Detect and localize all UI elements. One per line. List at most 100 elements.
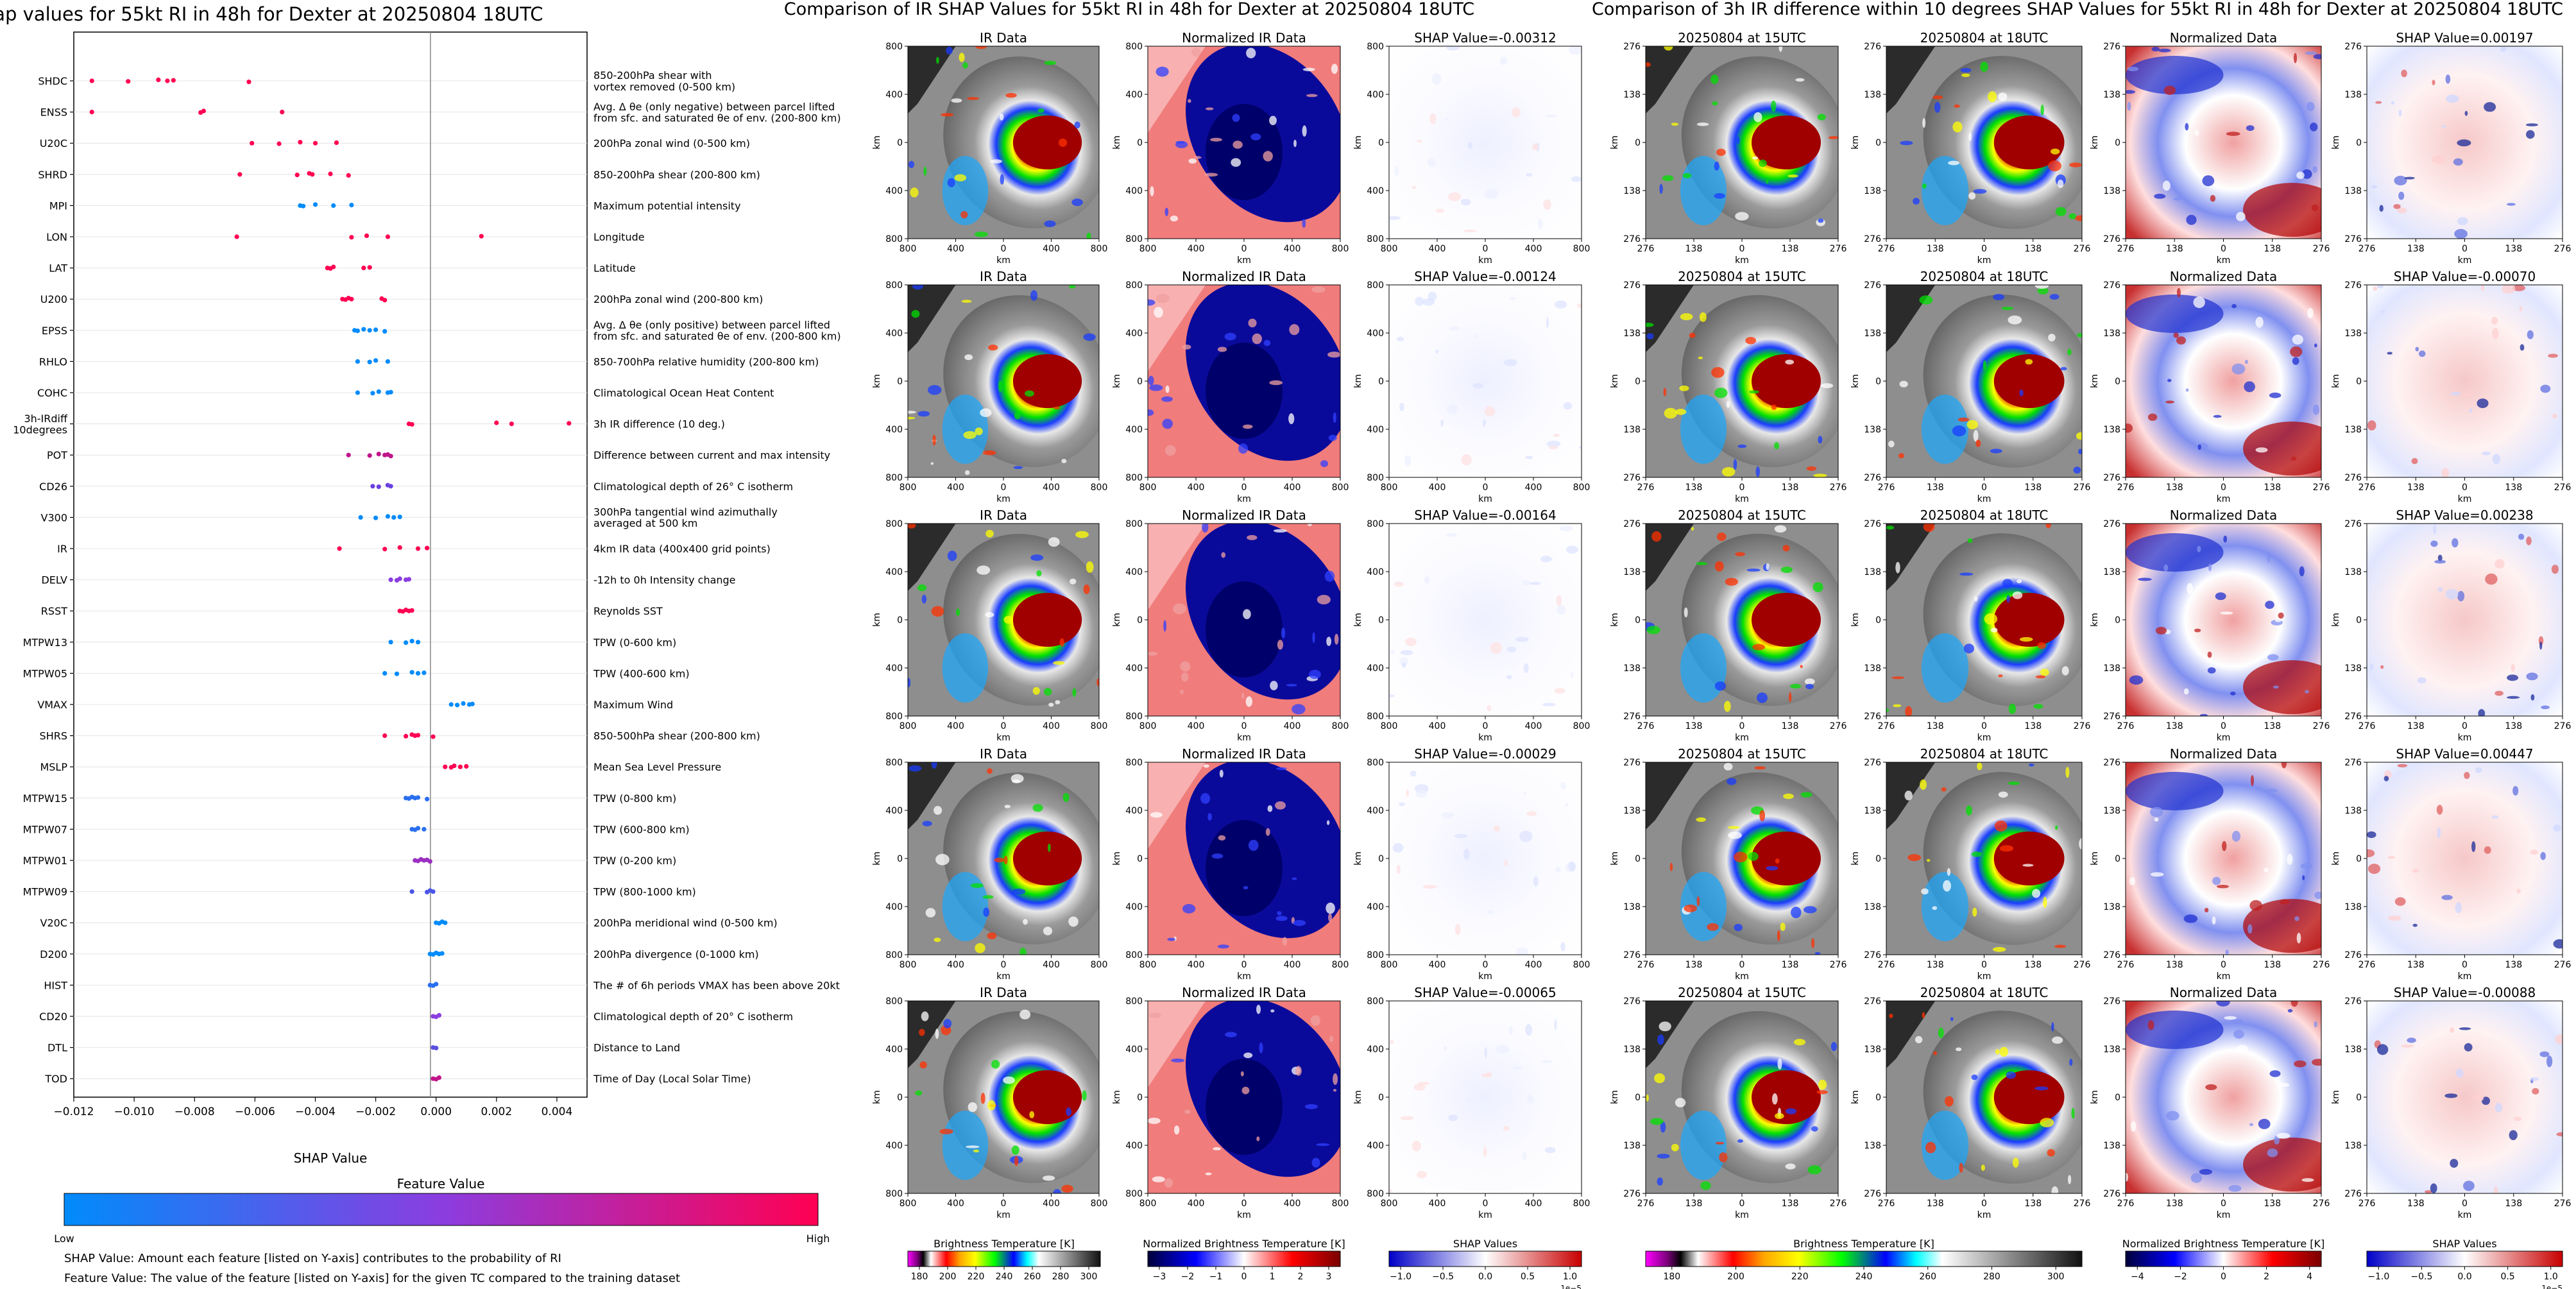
colorbar-scale: 1e−5: [1560, 1284, 1582, 1289]
irdiff-shap-comparison-panel: Comparison of 3h IR difference within 10…: [1592, 0, 2571, 1220]
shap-point: [246, 80, 252, 85]
feature-description-line: 300hPa tangential wind azimuthally: [593, 506, 778, 518]
texture-blob: [2292, 334, 2303, 345]
tick-label: 0: [1378, 1093, 1384, 1103]
shap-point: [397, 545, 402, 551]
feature-name-label: D200: [40, 948, 67, 960]
texture-blob: [2500, 46, 2507, 52]
texture-blob: [1998, 674, 2003, 678]
feature-name-label: MTPW09: [23, 886, 67, 898]
texture-blob: [1990, 448, 2002, 454]
texture-blob: [975, 427, 983, 436]
texture-blob: [951, 98, 962, 103]
texture-blob: [1526, 811, 1537, 816]
texture-blob: [1752, 156, 1759, 160]
texture-blob: [987, 768, 993, 774]
footnote-feature-value: Feature Value: The value of the feature …: [64, 1272, 680, 1285]
texture-blob: [2185, 123, 2189, 131]
texture-blob: [1934, 101, 1941, 113]
texture-blob: [1544, 1147, 1556, 1154]
tick-label: 400: [885, 567, 903, 577]
shap-point: [470, 701, 475, 706]
tick-label: 0: [2115, 854, 2120, 864]
axis-label: km: [872, 613, 882, 627]
colorbar-tick-label: 200: [1727, 1272, 1744, 1282]
texture-blob: [1389, 694, 1395, 697]
texture-blob: [1465, 1097, 1471, 1102]
texture-blob: [1328, 434, 1337, 441]
cloud-band: [942, 1111, 989, 1180]
panel-title: IR Data: [980, 269, 1027, 284]
texture-blob: [2008, 315, 2022, 325]
texture-blob: [962, 62, 968, 69]
texture-blob: [2215, 592, 2226, 601]
axis-label: km: [996, 733, 1011, 743]
texture-blob: [2540, 851, 2546, 860]
storm-core: [1752, 832, 1821, 885]
feature-description: Climatological Ocean Heat Content: [593, 387, 774, 399]
image-panel: 20250804 at 18UTC27627613813800138138276…: [1850, 30, 2090, 266]
texture-blob: [2300, 863, 2313, 869]
texture-blob: [931, 762, 937, 769]
shap-point: [349, 203, 354, 208]
tick-label: 0: [1739, 1199, 1745, 1209]
texture-blob: [1269, 115, 1277, 126]
texture-blob: [1522, 1152, 1527, 1161]
texture-blob: [1156, 66, 1169, 77]
axis-label: km: [1112, 851, 1122, 866]
texture-blob: [1816, 1090, 1828, 1095]
tick-label: 138: [2166, 244, 2183, 254]
colorbar-tick-label: 260: [1919, 1272, 1936, 1282]
texture-blob: [1775, 858, 1780, 864]
tick-label: 276: [2117, 1199, 2135, 1209]
texture-blob: [2482, 451, 2491, 456]
panel-content: [908, 285, 1099, 477]
texture-blob: [2449, 1027, 2455, 1033]
texture-blob: [1726, 400, 1730, 408]
texture-blob: [2048, 160, 2061, 171]
axis-label: km: [996, 494, 1011, 504]
texture-blob: [2199, 1168, 2213, 1175]
tick-label: 276: [2358, 482, 2376, 493]
texture-blob: [2457, 217, 2468, 226]
texture-blob: [1714, 681, 1727, 691]
texture-blob: [1974, 596, 1978, 602]
texture-blob: [2441, 124, 2446, 128]
tick-label: 800: [900, 1199, 917, 1209]
texture-blob: [1150, 186, 1154, 196]
axis-label: km: [1353, 374, 1363, 388]
texture-blob: [2301, 169, 2312, 179]
texture-blob: [1232, 114, 1240, 122]
texture-blob: [2267, 654, 2279, 661]
axis-label: km: [1237, 733, 1251, 743]
texture-blob: [1071, 198, 1083, 207]
texture-blob: [1292, 877, 1297, 880]
shap-point: [349, 296, 354, 302]
texture-blob: [1959, 1163, 1963, 1173]
tick-label: 138: [1927, 1199, 1944, 1209]
texture-blob: [2376, 285, 2384, 289]
panel-title: Normalized Data: [2170, 30, 2278, 46]
texture-blob: [1790, 683, 1802, 689]
texture-blob: [1900, 141, 1913, 146]
tick-label: 138: [2103, 425, 2120, 435]
texture-blob: [934, 806, 943, 815]
tick-label: 0: [2221, 721, 2226, 731]
texture-blob: [1923, 524, 1935, 532]
texture-blob: [1486, 910, 1494, 914]
texture-blob: [2055, 825, 2058, 830]
irdiff-comparison-title: Comparison of 3h IR difference within 10…: [1592, 0, 2563, 19]
texture-blob: [2478, 709, 2486, 716]
texture-blob: [2231, 303, 2237, 309]
texture-blob: [2265, 601, 2274, 609]
texture-blob: [1959, 572, 1974, 576]
axis-label: km: [996, 971, 1011, 982]
panel-title: 20250804 at 15UTC: [1678, 985, 1806, 1000]
shap-field: [1389, 524, 1582, 716]
texture-blob: [1646, 626, 1660, 635]
tick-label: 0: [2462, 482, 2468, 493]
texture-blob: [1224, 332, 1236, 341]
texture-blob: [1219, 769, 1224, 778]
texture-blob: [1714, 192, 1725, 199]
